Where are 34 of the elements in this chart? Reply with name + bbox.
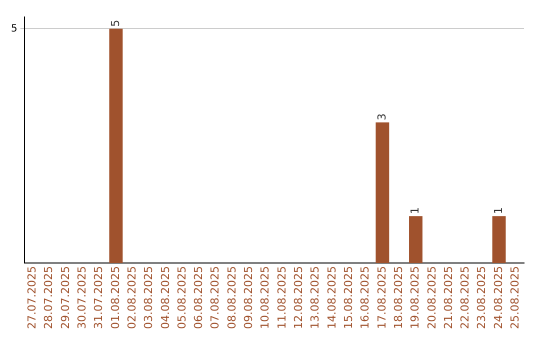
x-tick-label: 28.07.2025: [42, 266, 56, 330]
x-tick-label: 31.07.2025: [92, 266, 106, 330]
x-tick-label: 23.08.2025: [475, 266, 488, 330]
x-tick-label: 18.08.2025: [392, 266, 405, 330]
x-tick-label: 29.07.2025: [58, 266, 72, 330]
x-tick-label: 27.07.2025: [26, 266, 39, 330]
data-label: 1: [492, 207, 505, 214]
x-tick-label: 03.08.2025: [142, 266, 156, 330]
x-tick-label: 21.08.2025: [442, 266, 455, 330]
x-tick-label: 05.08.2025: [175, 266, 188, 330]
x-tick-label: 07.08.2025: [208, 266, 222, 330]
x-tick-label: 14.08.2025: [325, 266, 338, 330]
x-tick-label: 04.08.2025: [158, 266, 172, 330]
x-tick-label: 13.08.2025: [308, 266, 322, 330]
x-tick-label: 22.08.2025: [458, 266, 472, 330]
x-tick-label: 20.08.2025: [425, 266, 438, 330]
x-tick-label: 17.08.2025: [375, 266, 388, 330]
x-tick-label: 02.08.2025: [125, 266, 138, 330]
x-tick-label: 15.08.2025: [342, 266, 355, 330]
x-tick-label: 06.08.2025: [192, 266, 206, 330]
x-tick-label: 01.08.2025: [108, 266, 122, 330]
x-tick-label: 08.08.2025: [225, 266, 238, 330]
x-tick-label: 19.08.2025: [408, 266, 422, 330]
data-label: 1: [408, 207, 422, 214]
x-tick-label: 11.08.2025: [275, 266, 288, 330]
x-tick-label: 25.08.2025: [508, 266, 522, 330]
x-tick-label: 09.08.2025: [242, 266, 256, 330]
data-label: 5: [108, 20, 122, 27]
x-tick-label: 16.08.2025: [358, 266, 372, 330]
x-tick-label: 10.08.2025: [258, 266, 272, 330]
x-tick-label: 30.07.2025: [76, 266, 89, 330]
x-tick-label: 24.08.2025: [492, 266, 505, 330]
x-tick-label: 12.08.2025: [292, 266, 306, 330]
data-label: 3: [375, 113, 388, 120]
